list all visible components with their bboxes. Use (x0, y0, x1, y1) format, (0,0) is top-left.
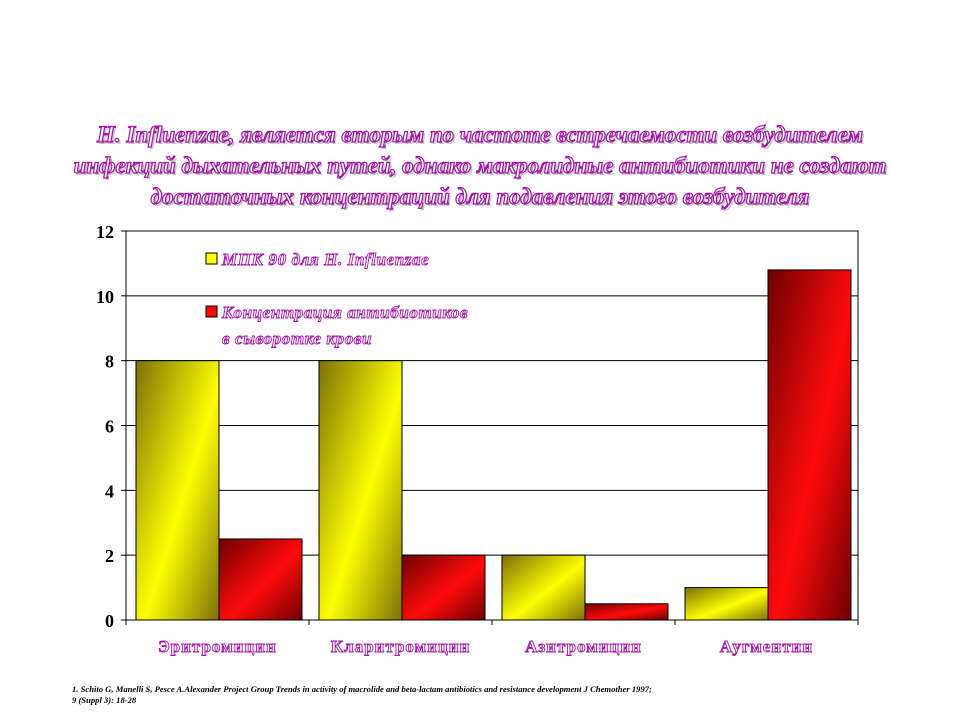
bar-mic90-2 (501, 554, 586, 621)
title-line: достаточных концентраций для подавления … (150, 183, 810, 209)
legend-label: Концентрация антибиотиков (221, 303, 468, 322)
title-line: H. Influenzae, является вторым по частот… (96, 121, 863, 147)
y-tick-label: 6 (105, 417, 114, 437)
y-tick-label: 8 (105, 352, 114, 372)
gridlines (126, 295, 858, 556)
y-tick-label: 0 (105, 611, 114, 631)
title-line: инфекций дыхательных путей, однако макро… (73, 152, 887, 178)
legend-label: МПК 90 для H. Influenzae (221, 250, 429, 269)
axes: 0 2 4 6 8 10 12 Эритромицин Кларитромицин Азитром… (96, 222, 859, 656)
x-category-label: Азитромицин (525, 637, 642, 656)
y-tick-label: 12 (96, 222, 114, 242)
bar-serum-2 (584, 603, 669, 621)
bar-mic90-1 (318, 360, 403, 621)
y-tick-label: 10 (96, 287, 114, 307)
bar-mic90-3 (684, 587, 769, 621)
bar-mic90-0 (135, 360, 220, 621)
page-title: H. Influenzae, является вторым по частот… (0, 119, 960, 212)
y-tick-label: 4 (105, 481, 114, 501)
legend: МПК 90 для H. Influenzae Концентрация ант… (205, 250, 468, 348)
legend-label: в сыворотке крови (222, 329, 372, 348)
legend-swatch (205, 252, 218, 265)
x-category-label: Аугментин (720, 637, 813, 656)
y-tick-label: 2 (105, 546, 114, 566)
bar-chart: 0 2 4 6 8 10 12 Эритромицин Кларитромицин Азитром… (96, 222, 859, 656)
x-category-label: Эритромицин (158, 637, 277, 656)
bar-serum-0 (218, 538, 303, 621)
footnote: 1. Schito G, Manelli S, Pesce A.Alexande… (72, 684, 932, 706)
bar-serum-1 (401, 554, 486, 621)
bar-serum-3 (767, 269, 852, 621)
bars (135, 269, 852, 621)
legend-swatch (205, 305, 218, 318)
footnote-line: 9 (Suppl 3): 18-28 (72, 695, 137, 705)
footnote-line: 1. Schito G, Manelli S, Pesce A.Alexande… (72, 684, 652, 694)
x-category-label: Кларитромицин (331, 637, 471, 656)
